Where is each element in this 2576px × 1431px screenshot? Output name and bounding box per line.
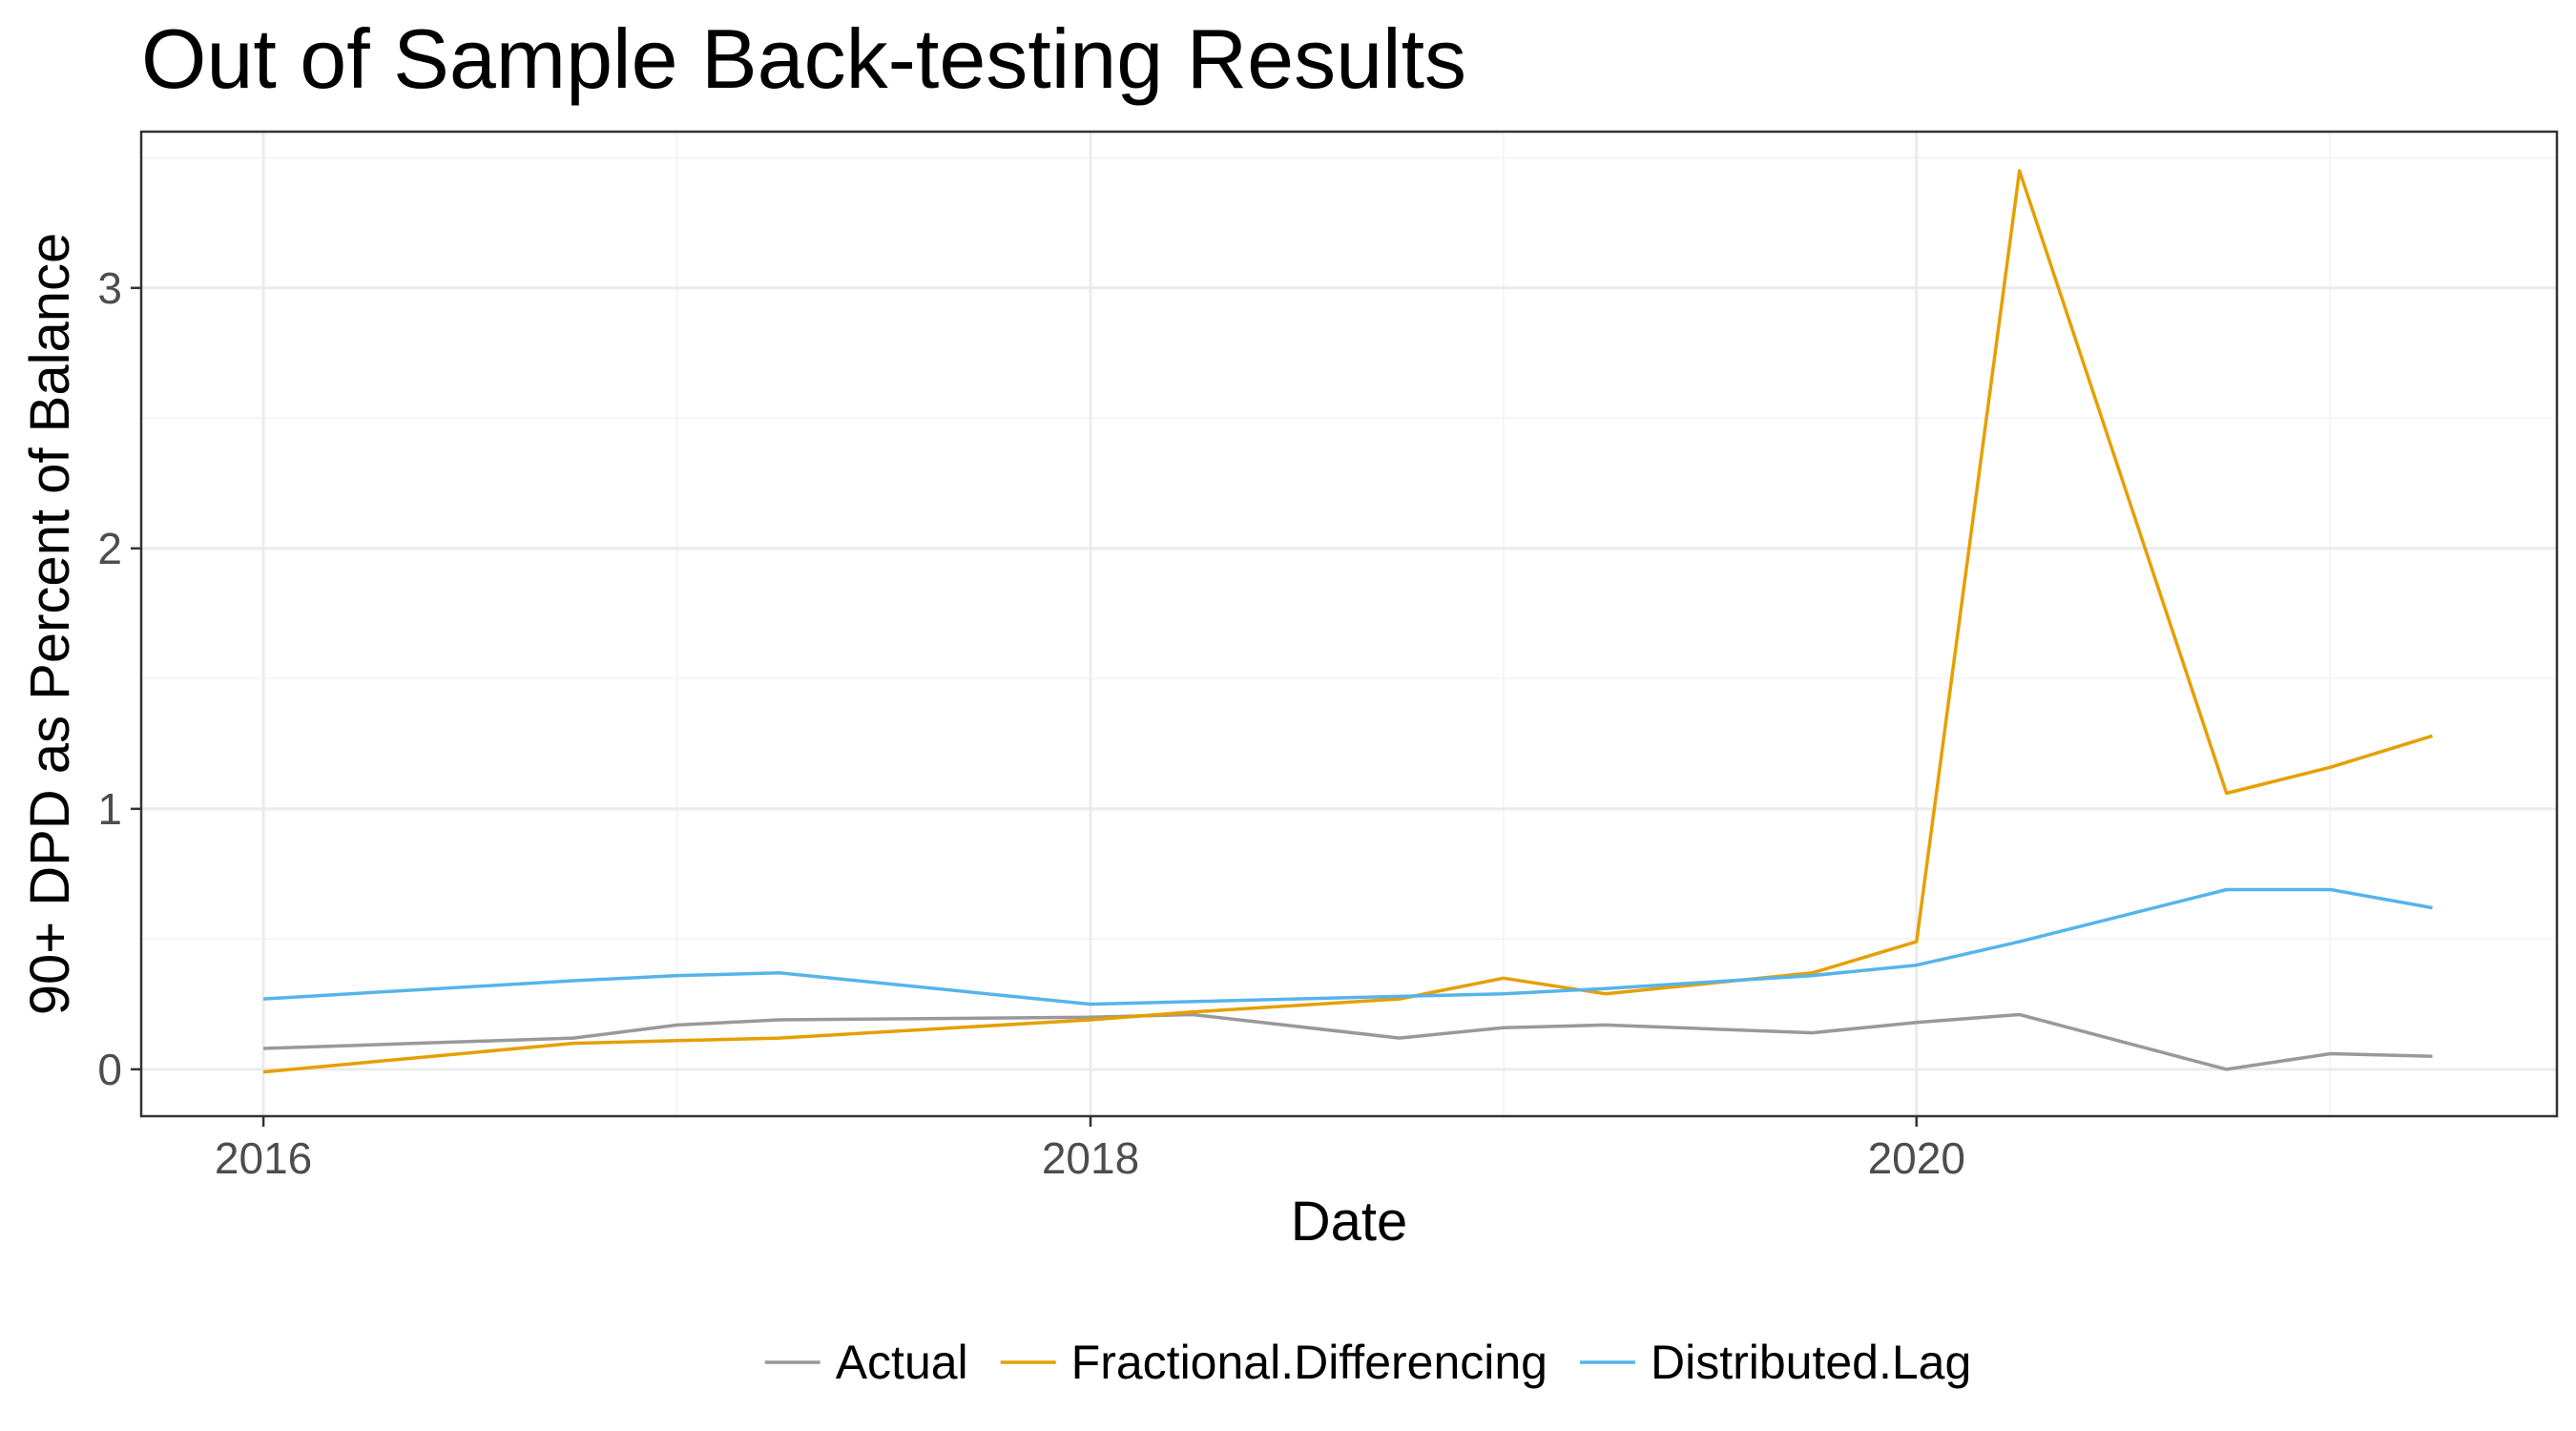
y-axis-title: 90+ DPD as Percent of Balance [19,233,81,1016]
series-line-actual [263,1012,2433,1071]
legend-item-fractional-differencing: Fractional.Differencing [1000,1336,1548,1389]
series-line-distributed-lag [262,887,2433,1006]
series-lines [262,169,2434,1074]
y-tick-label: 2 [97,524,122,573]
chart-title: Out of Sample Back-testing Results [141,11,1466,106]
x-tick-label: 2018 [1042,1133,1139,1183]
plot-panel-border [139,130,2559,1118]
x-tick-label: 2016 [215,1133,312,1183]
legend-label-distributed-lag: Distributed.Lag [1651,1336,1971,1389]
axes: 2016 2018 2020 0 1 2 3 [97,263,1965,1183]
legend: Actual Fractional.Differencing Distributed… [764,1336,1971,1389]
y-tick-label: 0 [97,1045,122,1094]
series-line-fractional-differencing [262,169,2434,1074]
legend-item-distributed-lag: Distributed.Lag [1579,1336,1971,1389]
x-axis-title: Date [1291,1191,1408,1253]
y-tick-label: 3 [97,263,122,313]
legend-label-fractional-differencing: Fractional.Differencing [1071,1336,1548,1389]
legend-item-actual: Actual [764,1336,968,1389]
legend-label-actual: Actual [836,1336,968,1389]
x-tick-label: 2020 [1868,1133,1965,1183]
grid [141,132,2557,1116]
y-tick-label: 1 [97,784,122,834]
